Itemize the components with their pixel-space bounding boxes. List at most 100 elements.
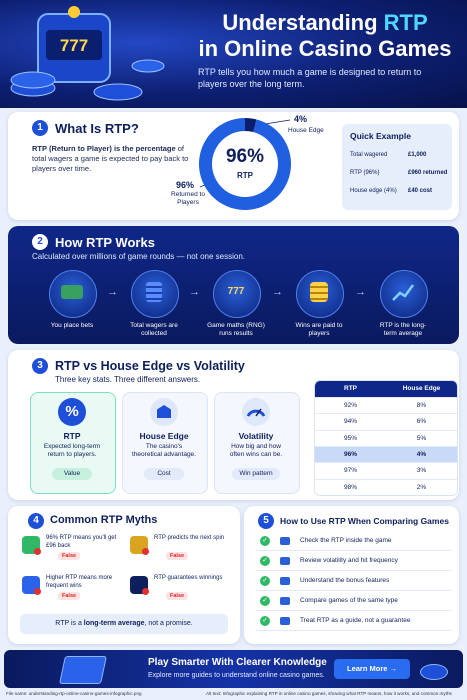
example-value: £1,000 — [408, 152, 427, 158]
myth-verdict: False — [166, 592, 189, 600]
tip-text: Understand the bonus features — [300, 577, 390, 584]
tip-icon — [280, 537, 290, 545]
table-cell: 5% — [416, 434, 427, 442]
table-cell: 95% — [343, 434, 357, 442]
check-icon: ✓ — [260, 616, 270, 626]
step-label: You place bets — [50, 322, 94, 329]
slot-window — [46, 30, 102, 60]
myth-cross — [34, 588, 41, 595]
alt-text: Alt text: Infographic explaining RTP in … — [206, 691, 452, 696]
note-bold: long-term average — [83, 620, 145, 627]
title-start: Understanding — [222, 10, 384, 35]
table-row: 96% 4% — [315, 445, 457, 463]
title: Understanding RTP in Online Casino Games — [190, 10, 460, 62]
tips-list: ✓ Check the RTP inside the game ✓ Review vo… — [244, 532, 459, 640]
tip-text: Check the RTP inside the game — [300, 537, 392, 544]
table-row: 92% 8% — [315, 397, 457, 414]
stat-tag: Win pattern — [232, 468, 280, 480]
example-label: Total wagered — [350, 152, 388, 158]
check-icon: ✓ — [260, 536, 270, 546]
step-icon-label: 777 — [227, 286, 245, 297]
house-edge-label: House Edge — [288, 127, 324, 134]
step-label: Game maths (RNG) runs results — [207, 322, 265, 338]
slot-label: 777 — [60, 36, 88, 55]
table-cell: 97% — [343, 467, 357, 475]
myth-verdict: False — [58, 592, 81, 600]
table-header: RTP House Edge — [315, 381, 457, 397]
subtitle: RTP tells you how much a game is designe… — [198, 67, 422, 89]
step-label: Wins are paid to players — [295, 322, 343, 338]
rtp-table: RTP House Edge 92% 8% 94% 6% 95% 5% 96% 4% 97% 3% 9… — [314, 380, 458, 496]
arrow: → — [272, 286, 283, 298]
stat-title: Volatility — [238, 431, 274, 441]
footer-subtitle: Explore more guides to understand online… — [148, 672, 325, 679]
table-cell: 2% — [416, 483, 427, 491]
myth-note: RTP is a long-term average, not a promis… — [20, 614, 228, 634]
tip-icon — [280, 597, 290, 605]
stat-icon: % — [58, 398, 86, 426]
example-value: £40 cost — [408, 188, 433, 194]
arrow: → — [189, 286, 200, 298]
stat-title: House Edge — [139, 431, 189, 441]
section-title: How RTP Works — [55, 235, 155, 250]
definition: RTP (Return to Player) is the percentage… — [32, 144, 192, 174]
table-cell: 94% — [343, 418, 357, 426]
coins-icon — [310, 282, 328, 302]
tip-icon — [280, 557, 290, 565]
title-highlight: RTP — [383, 10, 428, 35]
stat-tag: Cost — [144, 468, 184, 480]
header-illustration: 777 — [10, 6, 165, 101]
tip-row: ✓ Check the RTP inside the game — [256, 532, 452, 551]
table-cell: 92% — [343, 402, 357, 409]
tip-row: ✓ Treat RTP as a guide, not a guarantee — [256, 612, 452, 631]
section-subtitle: Calculated over millions of game rounds … — [32, 252, 245, 261]
stat-text: Expected long-term return to players. — [43, 443, 101, 459]
table-cell: 8% — [416, 402, 427, 409]
myth-cross — [142, 588, 149, 595]
check-icon: ✓ — [260, 556, 270, 566]
section-subtitle: Three key stats. Three different answers… — [55, 375, 201, 384]
table-row: 94% 6% — [315, 413, 457, 430]
check-icon: ✓ — [260, 576, 270, 586]
slot-crown — [68, 6, 80, 18]
example-label: RTP (96%) — [350, 170, 380, 176]
table-header-cell: House Edge — [402, 385, 441, 392]
file-name: File name: understanding-rtp-online-casi… — [6, 691, 142, 696]
section-title: How to Use RTP When Comparing Games — [280, 516, 449, 526]
tip-row: ✓ Compare games of the same type — [256, 592, 452, 611]
section-number: 1 — [32, 120, 48, 136]
section-number: 3 — [32, 358, 48, 374]
volatility-icon — [242, 398, 270, 426]
table-cell: 6% — [416, 418, 427, 426]
myth-text: RTP guarantees winnings — [154, 575, 223, 581]
arrow: → — [107, 286, 118, 298]
step-icon — [213, 270, 261, 318]
section-number: 5 — [258, 513, 274, 529]
quick-example: Quick Example Total wagered £1,000 RTP (… — [342, 124, 452, 210]
myth-cross — [142, 548, 149, 555]
section-number: 4 — [28, 513, 44, 529]
wallet-icon — [61, 285, 83, 299]
tip-text: Compare games of the same type — [300, 597, 398, 604]
stat-text: The casino's theoretical advantage. — [132, 443, 196, 459]
definition-rest: of total wagers a game is expected to pa… — [32, 144, 189, 173]
donut-center-value: 96% — [226, 146, 264, 167]
myth-text: 96% RTP means you'll get £96 back — [46, 535, 117, 549]
myth-text: RTP predicts the next spin — [154, 535, 225, 541]
example-label: House edge (4%) — [350, 188, 397, 194]
donut-center-label: RTP — [237, 171, 254, 180]
stat-tag: Value — [52, 468, 92, 480]
tip-row: ✓ Review volatility and hit frequency — [256, 552, 452, 571]
tip-row: ✓ Understand the bonus features — [256, 572, 452, 591]
check-icon: ✓ — [260, 596, 270, 606]
tips-card — [244, 506, 459, 644]
note-end: , not a promise. — [144, 620, 193, 627]
footer-chips — [420, 664, 448, 680]
table-cell: 96% — [343, 450, 357, 458]
title-line2: in Online Casino Games — [198, 36, 452, 61]
myth-cross — [34, 548, 41, 555]
learn-more-button[interactable]: Learn More → — [334, 659, 410, 679]
house-edge-value: 4% — [294, 114, 307, 124]
chip — [131, 59, 165, 73]
donut-segment — [245, 118, 257, 133]
